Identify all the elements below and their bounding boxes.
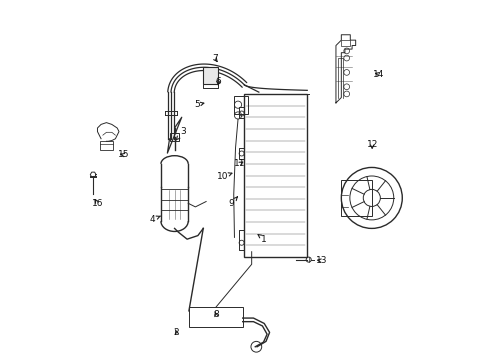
Text: 5: 5: [194, 100, 203, 109]
Text: 3: 3: [176, 127, 186, 140]
Text: 8: 8: [212, 310, 218, 319]
Text: 13: 13: [315, 256, 326, 265]
Text: 2: 2: [173, 328, 179, 337]
Text: 11: 11: [233, 159, 244, 168]
Bar: [341, 40, 349, 45]
Bar: [202, 67, 218, 84]
Text: 10: 10: [217, 172, 231, 181]
Bar: [341, 180, 371, 216]
Bar: [100, 140, 112, 149]
Bar: [244, 94, 306, 257]
Text: 1: 1: [258, 234, 266, 244]
Text: 12: 12: [366, 140, 377, 149]
Text: 9: 9: [228, 197, 237, 208]
Text: 4: 4: [149, 215, 160, 224]
Bar: [188, 307, 242, 327]
Text: 16: 16: [92, 199, 103, 208]
Bar: [170, 134, 179, 140]
Text: 7: 7: [212, 54, 218, 63]
Bar: [233, 96, 247, 114]
Text: 14: 14: [372, 70, 384, 79]
Text: 6: 6: [215, 77, 221, 86]
Text: 15: 15: [118, 150, 129, 159]
